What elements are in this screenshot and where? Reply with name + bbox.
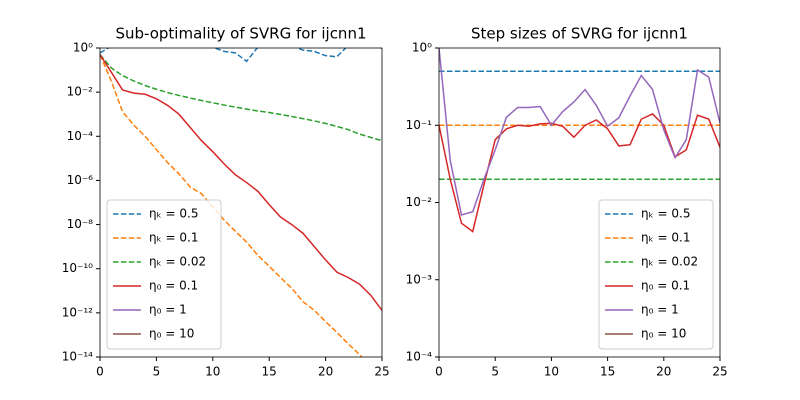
chart-title: Sub-optimality of SVRG for ijcnn1: [115, 25, 366, 43]
legend-label: η₀ = 1: [149, 303, 187, 317]
x-tick-label: 25: [712, 365, 727, 379]
x-tick-label: 10: [544, 365, 559, 379]
legend-label: ηₖ = 0.1: [149, 231, 198, 245]
x-tick-label: 15: [600, 365, 615, 379]
legend-label: ηₖ = 0.5: [149, 207, 198, 221]
x-tick-label: 20: [318, 365, 333, 379]
y-tick-label: 10⁻⁴: [406, 350, 433, 364]
legend-label: η₀ = 1: [641, 303, 679, 317]
chart-title: Step sizes of SVRG for ijcnn1: [471, 25, 688, 43]
legend-label: ηₖ = 0.1: [641, 231, 690, 245]
x-tick-label: 5: [491, 365, 499, 379]
plot-area: [439, 48, 720, 233]
y-tick-label: 10⁻²: [67, 85, 94, 99]
series-line: [100, 48, 382, 63]
x-tick-label: 0: [435, 365, 443, 379]
series-line: [100, 54, 382, 142]
x-tick-label: 20: [656, 365, 671, 379]
legend-label: η₀ = 10: [149, 327, 194, 341]
y-tick-label: 10⁻¹: [406, 118, 433, 132]
axes-frame: [438, 47, 721, 358]
y-tick-label: 10⁻¹⁴: [62, 350, 93, 364]
legend-label: η₀ = 10: [641, 327, 686, 341]
axes-frame: [99, 47, 383, 358]
y-tick-label: 10⁰: [73, 41, 93, 55]
y-tick-label: 10⁻¹⁰: [62, 261, 93, 275]
legend-label: ηₖ = 0.5: [641, 207, 690, 221]
series-line: [100, 54, 382, 311]
y-tick-label: 10⁻⁴: [67, 129, 94, 143]
x-tick-label: 5: [153, 365, 161, 379]
series-line: [100, 54, 364, 357]
legend-box: [106, 199, 222, 350]
legend-label: ηₖ = 0.02: [641, 255, 698, 269]
series-line: [439, 48, 720, 216]
x-tick-label: 25: [374, 365, 389, 379]
y-tick-label: 10⁻³: [406, 272, 433, 286]
plot-area: [100, 48, 382, 357]
legend-label: η₀ = 0.1: [149, 279, 198, 293]
legend-label: ηₖ = 0.02: [149, 255, 206, 269]
x-tick-label: 0: [96, 365, 104, 379]
x-tick-label: 10: [205, 365, 220, 379]
y-tick-label: 10⁰: [412, 41, 432, 55]
y-tick-label: 10⁻²: [406, 195, 433, 209]
x-tick-label: 15: [262, 365, 277, 379]
legend-label: η₀ = 0.1: [641, 279, 690, 293]
legend-box: [598, 199, 714, 350]
y-tick-label: 10⁻⁶: [67, 173, 94, 187]
y-tick-label: 10⁻¹²: [62, 305, 93, 319]
y-tick-label: 10⁻⁸: [67, 217, 94, 231]
